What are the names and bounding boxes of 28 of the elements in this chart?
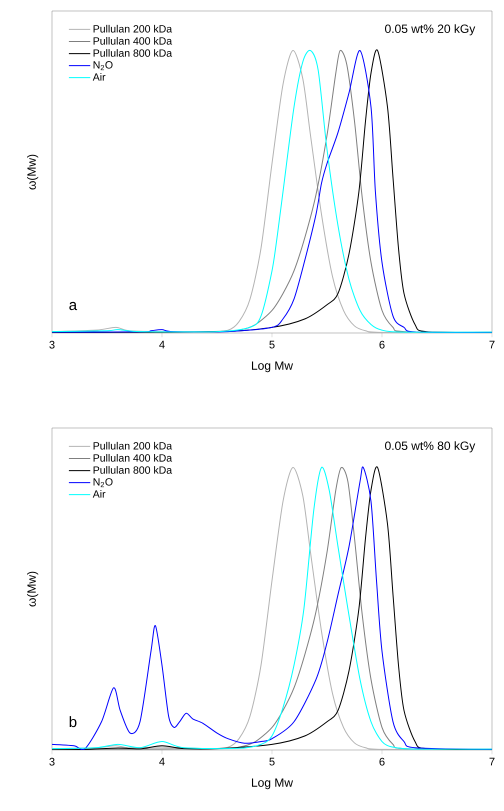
legend-label: Pullulan 200 kDa: [94, 442, 172, 450]
x-tick-label: 3: [49, 340, 55, 349]
x-tick-label: 6: [380, 340, 385, 349]
x-axis-title: Log Mw: [252, 778, 294, 790]
legend-label: Pullulan 800 kDa: [94, 49, 172, 57]
x-tick-label: 3: [49, 758, 55, 766]
x-tick-label: 5: [269, 758, 275, 766]
legend-label: Air: [92, 490, 106, 498]
legend-label: Pullulan 200 kDa: [94, 24, 172, 33]
text: 0.05 wt% 20 kGy: [385, 24, 476, 36]
legend-label: Pullulan 400 kDa: [94, 36, 172, 45]
annotation: b: [70, 716, 76, 728]
legend-label: Pullulan 800 kDa: [94, 466, 172, 474]
x-axis-title: Log Mw: [252, 361, 294, 372]
legend-label: N$_{2}$O: [94, 478, 113, 488]
annotation: a: [69, 302, 78, 310]
x-tick-label: 5: [269, 340, 275, 348]
x-tick-label: 4: [159, 340, 165, 348]
x-tick-label: 7: [490, 758, 495, 766]
legend-label: Air: [92, 73, 106, 81]
y-axis-title: ω(Mw): [27, 572, 38, 607]
text: 0.05 wt% 80 kGy: [385, 441, 476, 452]
legend-label: N$_{2}$O: [94, 61, 113, 70]
y-axis-title: ω(Mw): [27, 154, 38, 190]
x-tick-label: 6: [380, 758, 385, 766]
x-tick-label: 4: [159, 758, 165, 766]
x-tick-label: 7: [490, 340, 495, 348]
legend-label: Pullulan 400 kDa: [94, 454, 172, 462]
